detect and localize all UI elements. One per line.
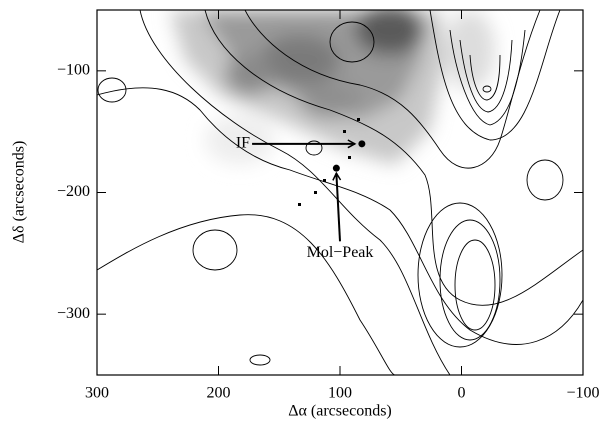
marker — [358, 140, 365, 147]
y-tick-label: −200 — [57, 183, 90, 200]
y-tick-label: −300 — [57, 305, 90, 322]
y-tick-label: −100 — [57, 62, 90, 79]
x-tick-label: 0 — [458, 385, 466, 402]
x-axis-label: Δα (arcseconds) — [288, 403, 392, 420]
x-tick-label: 100 — [328, 385, 352, 402]
marker — [333, 165, 340, 172]
chart: Δα (arcseconds) Δδ (arcseconds) 300 200 10… — [0, 0, 610, 427]
annotation: Mol−Peak — [307, 244, 374, 261]
y-axis-label: Δδ (arcseconds) — [11, 141, 28, 244]
x-tick-label: 200 — [207, 385, 231, 402]
x-tick-label: −100 — [566, 385, 599, 402]
x-tick-label: 300 — [85, 385, 109, 402]
annotation: IF — [236, 135, 250, 152]
